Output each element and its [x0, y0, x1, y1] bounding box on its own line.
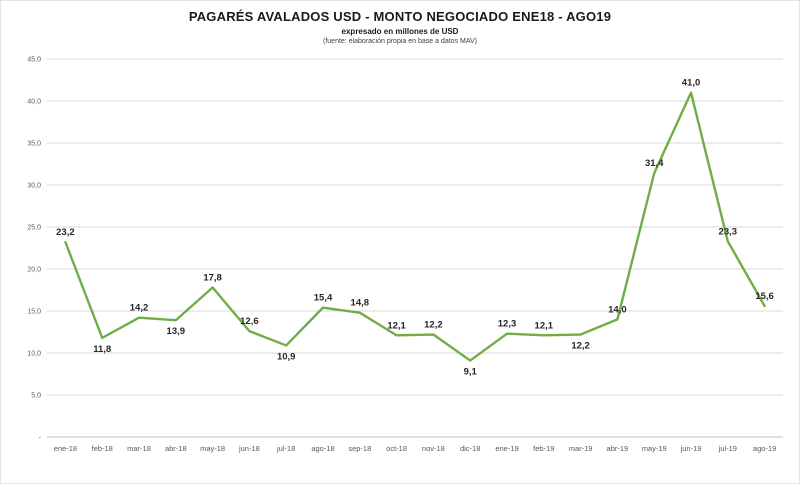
- data-label: 15,6: [755, 291, 774, 302]
- data-label: 12,2: [571, 341, 590, 352]
- x-tick-label: abr-18: [165, 444, 187, 453]
- data-label: 17,8: [203, 272, 222, 283]
- x-tick-label: jun-18: [238, 444, 260, 453]
- y-tick-label: 40,0: [27, 99, 41, 106]
- y-tick-label: 20,0: [27, 267, 41, 274]
- x-tick-label: jun-19: [680, 444, 702, 453]
- y-tick-label: 45,0: [27, 57, 41, 64]
- y-tick-label: 15,0: [27, 309, 41, 316]
- data-label: 10,9: [277, 351, 296, 362]
- y-tick-label: 30,0: [27, 183, 41, 190]
- x-tick-label: dic-18: [460, 444, 480, 453]
- chart-header: PAGARÉS AVALADOS USD - MONTO NEGOCIADO E…: [1, 1, 799, 47]
- x-tick-label: oct-18: [386, 444, 407, 453]
- data-label: 14,8: [351, 298, 370, 309]
- data-label: 11,8: [93, 344, 111, 355]
- series-line: [64, 91, 766, 362]
- x-tick-label: jul-18: [276, 444, 295, 453]
- chart-subtitle: expresado en millones de USD: [341, 27, 459, 37]
- x-tick-label: sep-18: [348, 444, 371, 453]
- x-tick-label: feb-19: [533, 444, 554, 453]
- y-tick-label: 5,0: [31, 393, 41, 400]
- x-tick-label: feb-18: [92, 444, 113, 453]
- data-label: 12,1: [387, 320, 406, 331]
- y-tick-label: -: [39, 435, 42, 442]
- data-label: 41,0: [682, 78, 701, 89]
- x-tick-label: may-19: [642, 444, 667, 453]
- data-label: 31,4: [645, 158, 664, 169]
- x-tick-label: jul-19: [718, 444, 737, 453]
- data-label: 12,6: [240, 316, 259, 327]
- x-tick-label: may-18: [200, 444, 225, 453]
- line-chart: - 5,0 10,0 15,0 20,0 25,0 30,0 35,0 40,0 45,0 ene-…: [27, 57, 783, 453]
- y-tick-label: 10,0: [27, 351, 41, 358]
- data-label: 9,1: [464, 367, 478, 378]
- x-tick-label: ene-18: [54, 444, 77, 453]
- data-label: 13,9: [167, 326, 186, 337]
- data-label: 14,0: [608, 304, 627, 315]
- x-tick-label: ene-19: [495, 444, 518, 453]
- y-tick-label: 35,0: [27, 141, 41, 148]
- data-label: 15,4: [314, 293, 333, 304]
- data-label: 23,3: [719, 226, 738, 237]
- data-label: 23,2: [56, 227, 75, 238]
- x-tick-label: mar-18: [127, 444, 151, 453]
- data-label: 12,2: [424, 320, 443, 331]
- x-tick-label: ago-19: [753, 444, 776, 453]
- x-tick-label: nov-18: [422, 444, 445, 453]
- x-tick-label: mar-19: [569, 444, 593, 453]
- x-tick-label: ago-18: [311, 444, 334, 453]
- y-tick-label: 25,0: [27, 225, 41, 232]
- data-label: 12,1: [535, 320, 554, 331]
- x-tick-label: abr-19: [607, 444, 629, 453]
- data-label: 14,2: [130, 303, 149, 314]
- chart-source-note: (fuente: elaboración propia en base a da…: [323, 38, 477, 46]
- data-label: 12,3: [498, 319, 517, 330]
- chart-title: PAGARÉS AVALADOS USD - MONTO NEGOCIADO E…: [188, 9, 612, 24]
